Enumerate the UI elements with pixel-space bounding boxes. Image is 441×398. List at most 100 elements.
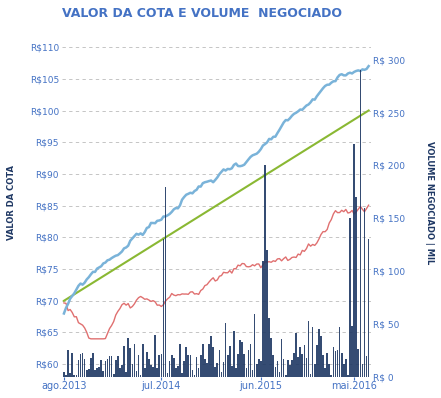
Bar [366,356,367,377]
Bar [275,367,276,377]
Bar [210,336,212,377]
Bar [297,357,299,377]
Bar [119,368,121,377]
Bar [362,364,363,377]
Bar [353,144,355,377]
Bar [247,350,249,377]
Bar [102,371,104,377]
Bar [337,349,338,377]
Bar [217,363,218,377]
Bar [111,356,112,377]
Bar [349,219,351,377]
Bar [345,359,347,377]
Bar [96,368,98,377]
Bar [101,360,102,377]
Bar [179,344,181,377]
Bar [177,366,179,377]
Bar [213,347,214,377]
Bar [333,347,334,377]
Bar [157,368,158,377]
Bar [289,365,291,377]
Bar [63,372,65,377]
Bar [268,318,270,377]
Bar [167,373,168,377]
Bar [75,375,77,377]
Bar [131,364,133,377]
Bar [273,355,274,377]
Bar [299,347,301,377]
Bar [84,359,86,377]
Bar [140,375,142,377]
Bar [262,261,264,377]
Bar [98,367,100,377]
Bar [136,371,137,377]
Bar [219,350,220,377]
Bar [130,348,131,377]
Bar [258,359,260,377]
Bar [283,359,284,377]
Bar [142,344,143,377]
Bar [123,346,125,377]
Bar [196,357,198,377]
Bar [71,353,73,377]
Bar [173,357,175,377]
Bar [148,359,150,377]
Bar [250,344,251,377]
Bar [92,353,94,377]
Bar [161,354,162,377]
Bar [88,369,90,377]
Bar [171,355,172,377]
Bar [94,370,96,377]
Bar [287,359,288,377]
Bar [220,372,222,377]
Bar [86,370,88,377]
Bar [206,363,208,377]
Bar [225,322,226,377]
Text: VALOR DA COTA E VOLUME  NEGOCIADO: VALOR DA COTA E VOLUME NEGOCIADO [62,7,342,20]
Bar [175,368,177,377]
Bar [320,336,322,377]
Bar [90,358,92,377]
Bar [266,250,268,377]
Bar [330,375,332,377]
Bar [158,355,160,377]
Bar [183,361,185,377]
Bar [208,344,210,377]
Bar [312,327,314,377]
Bar [69,373,71,377]
Bar [316,345,318,377]
Y-axis label: VOLUME NEGOCIADO | MIL: VOLUME NEGOCIADO | MIL [425,141,434,264]
Bar [181,373,183,377]
Bar [194,375,195,377]
Bar [358,349,359,377]
Bar [339,327,340,377]
Y-axis label: VALOR DA COTA: VALOR DA COTA [7,165,16,240]
Bar [293,353,295,377]
Bar [318,329,320,377]
Bar [202,344,204,377]
Bar [254,314,255,377]
Bar [341,353,343,377]
Bar [231,366,233,377]
Bar [190,355,191,377]
Bar [285,375,287,377]
Bar [239,340,241,377]
Bar [67,350,69,377]
Bar [78,359,79,377]
Bar [105,361,106,377]
Bar [351,326,353,377]
Bar [246,368,247,377]
Bar [214,367,216,377]
Bar [364,208,365,377]
Bar [241,342,243,377]
Bar [237,354,239,377]
Bar [65,375,67,377]
Bar [303,345,305,377]
Bar [229,346,231,377]
Bar [117,356,119,377]
Bar [359,70,361,377]
Bar [233,331,235,377]
Bar [108,355,110,377]
Bar [306,358,307,377]
Bar [235,368,237,377]
